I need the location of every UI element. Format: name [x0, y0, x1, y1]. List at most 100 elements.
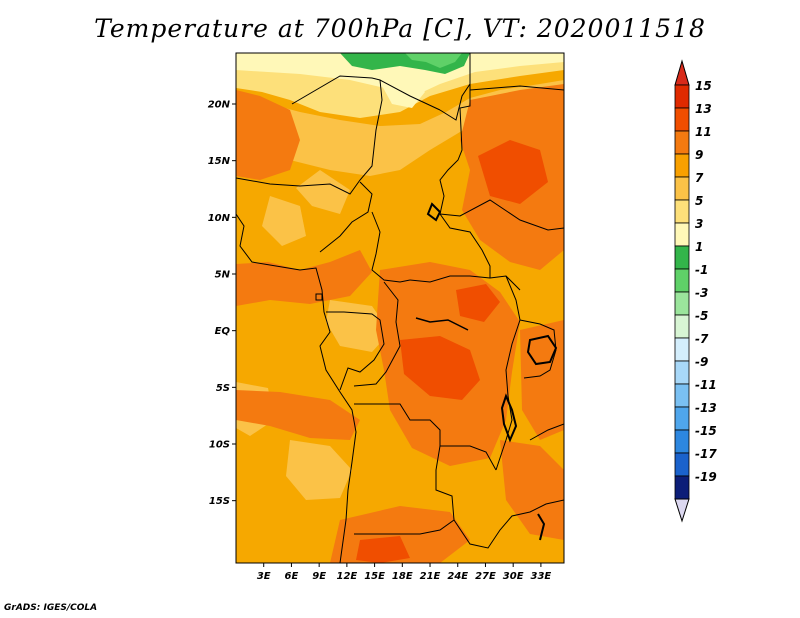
border-gabon-congo — [326, 311, 385, 391]
colorbar-label: 11 — [695, 125, 712, 139]
colorbar-label: -7 — [695, 332, 709, 346]
x-tick-label: 12E — [336, 571, 357, 582]
contour-11-13-west — [236, 90, 300, 180]
contour-11-13-cameroon — [236, 250, 372, 306]
y-tick-label: 20N — [208, 100, 231, 111]
colorbar-swatch — [674, 360, 690, 385]
contour-7-9-nigeria — [262, 196, 306, 246]
colorbar-swatch — [674, 153, 690, 178]
colorbar-label: -15 — [695, 424, 717, 438]
lake-tanganyika — [500, 393, 518, 443]
border-tanzania — [529, 423, 564, 441]
colorbar-bottom-arrow — [674, 498, 690, 523]
border-mali-niger — [236, 79, 383, 195]
border-nigeria-cameroon — [319, 181, 373, 253]
map-frame — [235, 52, 565, 564]
colorbar-swatch — [674, 84, 690, 109]
y-tick-label: 15N — [208, 156, 231, 167]
river-drc — [415, 317, 469, 331]
x-tick-label: 21E — [420, 571, 441, 582]
island-bioko — [315, 293, 323, 301]
border-libya-east — [469, 85, 564, 91]
colorbar-swatch — [674, 130, 690, 155]
map-title: Temperature at 700hPa [C], VT: 202001151… — [94, 14, 706, 43]
y-tick-label: 5N — [215, 270, 231, 281]
x-tick-label: 30E — [503, 571, 524, 582]
lake-victoria — [526, 334, 558, 366]
colorbar-swatch — [674, 429, 690, 454]
colorbar-swatch — [674, 406, 690, 431]
colorbar-label: 7 — [695, 171, 704, 185]
colorbar-swatch — [674, 475, 690, 500]
y-tick-label: 10S — [209, 440, 230, 451]
x-tick-label: 33E — [531, 571, 552, 582]
y-tick-label: 5S — [216, 383, 230, 394]
border-libya-sudan — [439, 84, 471, 215]
colorbar-swatch — [674, 199, 690, 224]
colorbar-label: 1 — [695, 240, 703, 254]
contour-11-13-southeast — [500, 440, 564, 540]
colorbar-label: -1 — [695, 263, 708, 277]
colorbar-label: -5 — [695, 309, 708, 323]
colorbar-swatch — [674, 452, 690, 477]
colorbar-swatch — [674, 176, 690, 201]
colorbar-swatch — [674, 314, 690, 339]
map-axes: 20N 15N 10N 5N EQ 5S 10S 15S 3E 6E 9E 12E 15E 18E 21E 2… — [208, 100, 552, 583]
x-tick-label: 18E — [392, 571, 413, 582]
colorbar: 15 13 11 9 7 5 3 1 -1 -3 -5 -7 -9 -11 -13 -15 -17 -19 — [674, 59, 717, 523]
country-borders — [236, 53, 564, 563]
contour-7-9-gabon — [326, 300, 390, 352]
border-cameroon-car — [371, 211, 411, 283]
contour-below-1-north — [405, 53, 462, 68]
contour-11-13-angola — [236, 390, 360, 440]
colorbar-swatch — [674, 337, 690, 362]
colorbar-label: 3 — [695, 217, 703, 231]
x-tick-label: 24E — [447, 571, 468, 582]
y-tick-label: 15S — [209, 496, 230, 507]
contour-13-15-drc — [400, 336, 480, 400]
temperature-field — [236, 53, 564, 563]
colorbar-swatch — [674, 222, 690, 247]
colorbar-swatch — [674, 268, 690, 293]
contour-7-9-angola — [286, 440, 352, 500]
contour-11-13-east — [520, 320, 564, 440]
x-tick-label: 6E — [285, 571, 299, 582]
x-tick-label: 9E — [312, 571, 326, 582]
border-zambia-east — [453, 499, 564, 549]
border-algeria-niger — [291, 75, 441, 111]
colorbar-swatch — [674, 383, 690, 408]
border-drc-angola — [354, 403, 497, 471]
border-chad-car — [439, 213, 491, 278]
colorbar-label: 9 — [695, 148, 703, 162]
colorbar-label: -19 — [695, 470, 717, 484]
colorbar-label: -17 — [695, 447, 717, 461]
coastline — [236, 213, 357, 563]
border-sudan-south — [439, 199, 564, 231]
colorbar-swatch — [674, 291, 690, 316]
colorbar-top-arrow — [674, 59, 690, 86]
y-tick-label: 10N — [208, 213, 231, 224]
y-tick-label: EQ — [215, 326, 231, 337]
colorbar-label: 15 — [695, 79, 712, 93]
colorbar-label: -3 — [695, 286, 708, 300]
x-tick-label: 15E — [364, 571, 385, 582]
contour-13-15-car — [456, 284, 500, 322]
colorbar-label: -13 — [695, 401, 717, 415]
contour-13-15-sudan — [478, 140, 548, 204]
contour-13-15-angola — [356, 536, 410, 563]
colorbar-label: -9 — [695, 355, 708, 369]
border-niger-chad — [439, 53, 471, 121]
border-congo-drc — [353, 281, 401, 387]
credit-text: GrADS: IGES/COLA — [4, 603, 98, 613]
contour-7-9-chad — [296, 170, 350, 214]
colorbar-label: 5 — [695, 194, 703, 208]
map-panel: 20N 15N 10N 5N EQ 5S 10S 15S 3E 6E 9E 12E 15E 18E 21E 2… — [208, 52, 565, 583]
colorbar-swatch — [674, 107, 690, 132]
lake-chad — [426, 202, 442, 222]
lake-malawi — [537, 513, 546, 541]
x-tick-label: 27E — [475, 571, 496, 582]
colorbar-swatch — [674, 245, 690, 270]
colorbar-label: 13 — [695, 102, 712, 116]
colorbar-label: -11 — [695, 378, 717, 392]
